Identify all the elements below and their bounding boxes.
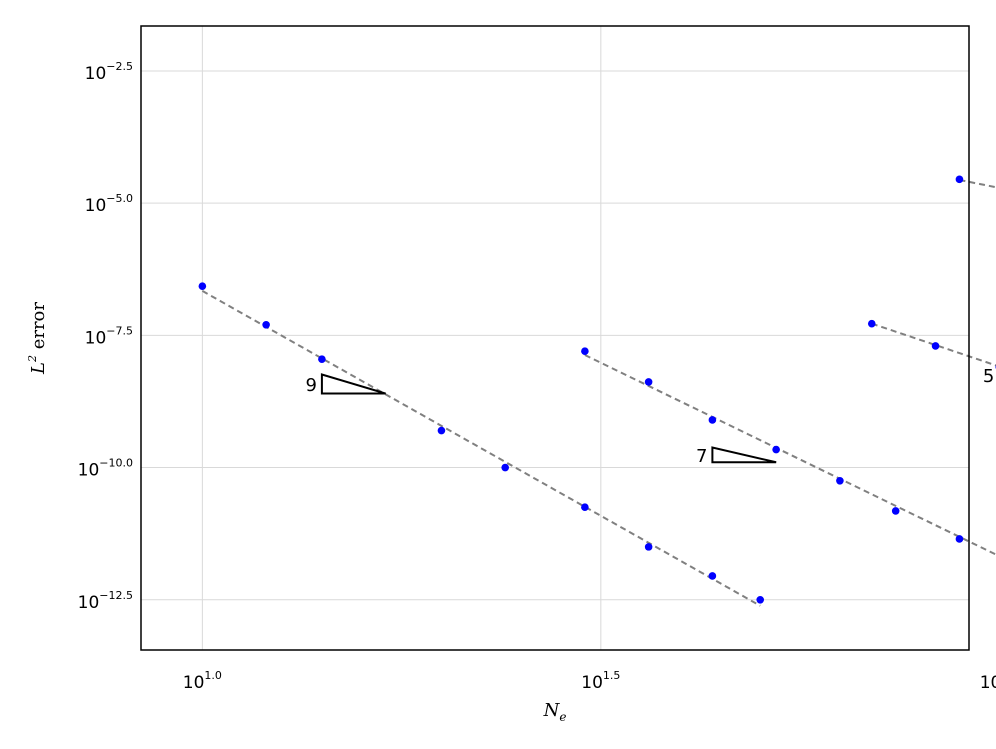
fit-line (201, 290, 761, 607)
y-axis-label: L2 error (26, 302, 49, 375)
data-point (891, 507, 900, 515)
data-point (708, 572, 717, 580)
x-axis-label-sub: e (559, 710, 566, 724)
data-point (756, 595, 765, 604)
data-point (955, 175, 964, 184)
data-point (262, 320, 270, 329)
data-points (198, 175, 996, 604)
fit-line (871, 322, 996, 367)
slope-label: 5 (983, 366, 994, 387)
x-tick-label: 101.5 (581, 669, 620, 693)
data-point (198, 282, 207, 290)
data-point (581, 503, 589, 512)
data-point (708, 416, 717, 424)
y-tick-exponent: −2.5 (106, 60, 133, 73)
x-tick-base: 10 (980, 673, 996, 693)
y-axis-label-sup: 2 (26, 355, 39, 363)
y-tick-base: 10 (85, 196, 107, 216)
x-tick-base: 10 (183, 673, 205, 693)
y-tick-exponent: −5.0 (106, 192, 133, 205)
slope-label: 9 (305, 375, 316, 396)
y-tick-base: 10 (78, 593, 100, 613)
fit-lines (201, 178, 996, 607)
data-point (581, 347, 589, 356)
data-point (644, 378, 653, 386)
y-tick-exponent: −7.5 (106, 324, 133, 337)
y-tick-base: 10 (78, 461, 100, 481)
data-point (437, 426, 446, 435)
x-axis-label-base: N (543, 700, 561, 721)
y-tick-label: 10−7.5 (85, 324, 133, 348)
data-point (318, 355, 326, 363)
y-tick-base: 10 (85, 64, 107, 84)
slope-triangles: 13579 (305, 366, 994, 467)
data-point (772, 445, 780, 454)
fit-line (959, 178, 996, 189)
x-axis-label: Ne (543, 700, 567, 724)
plot-frame (140, 25, 970, 651)
x-tick-label: 102.0 (980, 669, 996, 693)
data-point (867, 319, 876, 328)
y-axis-label-base: L (28, 362, 49, 375)
slope-label: 7 (696, 446, 707, 467)
data-point (644, 543, 653, 551)
x-tick-exponent: 1.0 (204, 669, 222, 682)
x-tick-exponent: 1.5 (603, 669, 621, 682)
y-tick-label: 10−12.5 (78, 589, 133, 613)
data-point (501, 463, 509, 472)
y-tick-exponent: −10.0 (99, 457, 133, 470)
x-tick-label: 101.0 (183, 669, 222, 693)
data-point (836, 476, 844, 485)
y-tick-labels: 10−2.510−5.010−7.510−10.010−12.5 (78, 60, 133, 613)
fit-line (584, 354, 996, 556)
y-tick-exponent: −12.5 (99, 589, 133, 602)
y-tick-label: 10−2.5 (85, 60, 133, 84)
y-axis-label-rest: error (28, 302, 49, 355)
slope-triangle (711, 446, 777, 464)
data-point (955, 535, 964, 543)
slope-triangle (320, 373, 386, 395)
y-tick-label: 10−5.0 (85, 192, 133, 216)
x-tick-base: 10 (581, 673, 603, 693)
y-tick-label: 10−10.0 (78, 457, 133, 481)
grid (141, 26, 969, 650)
y-tick-base: 10 (85, 328, 107, 348)
data-point (931, 342, 940, 350)
